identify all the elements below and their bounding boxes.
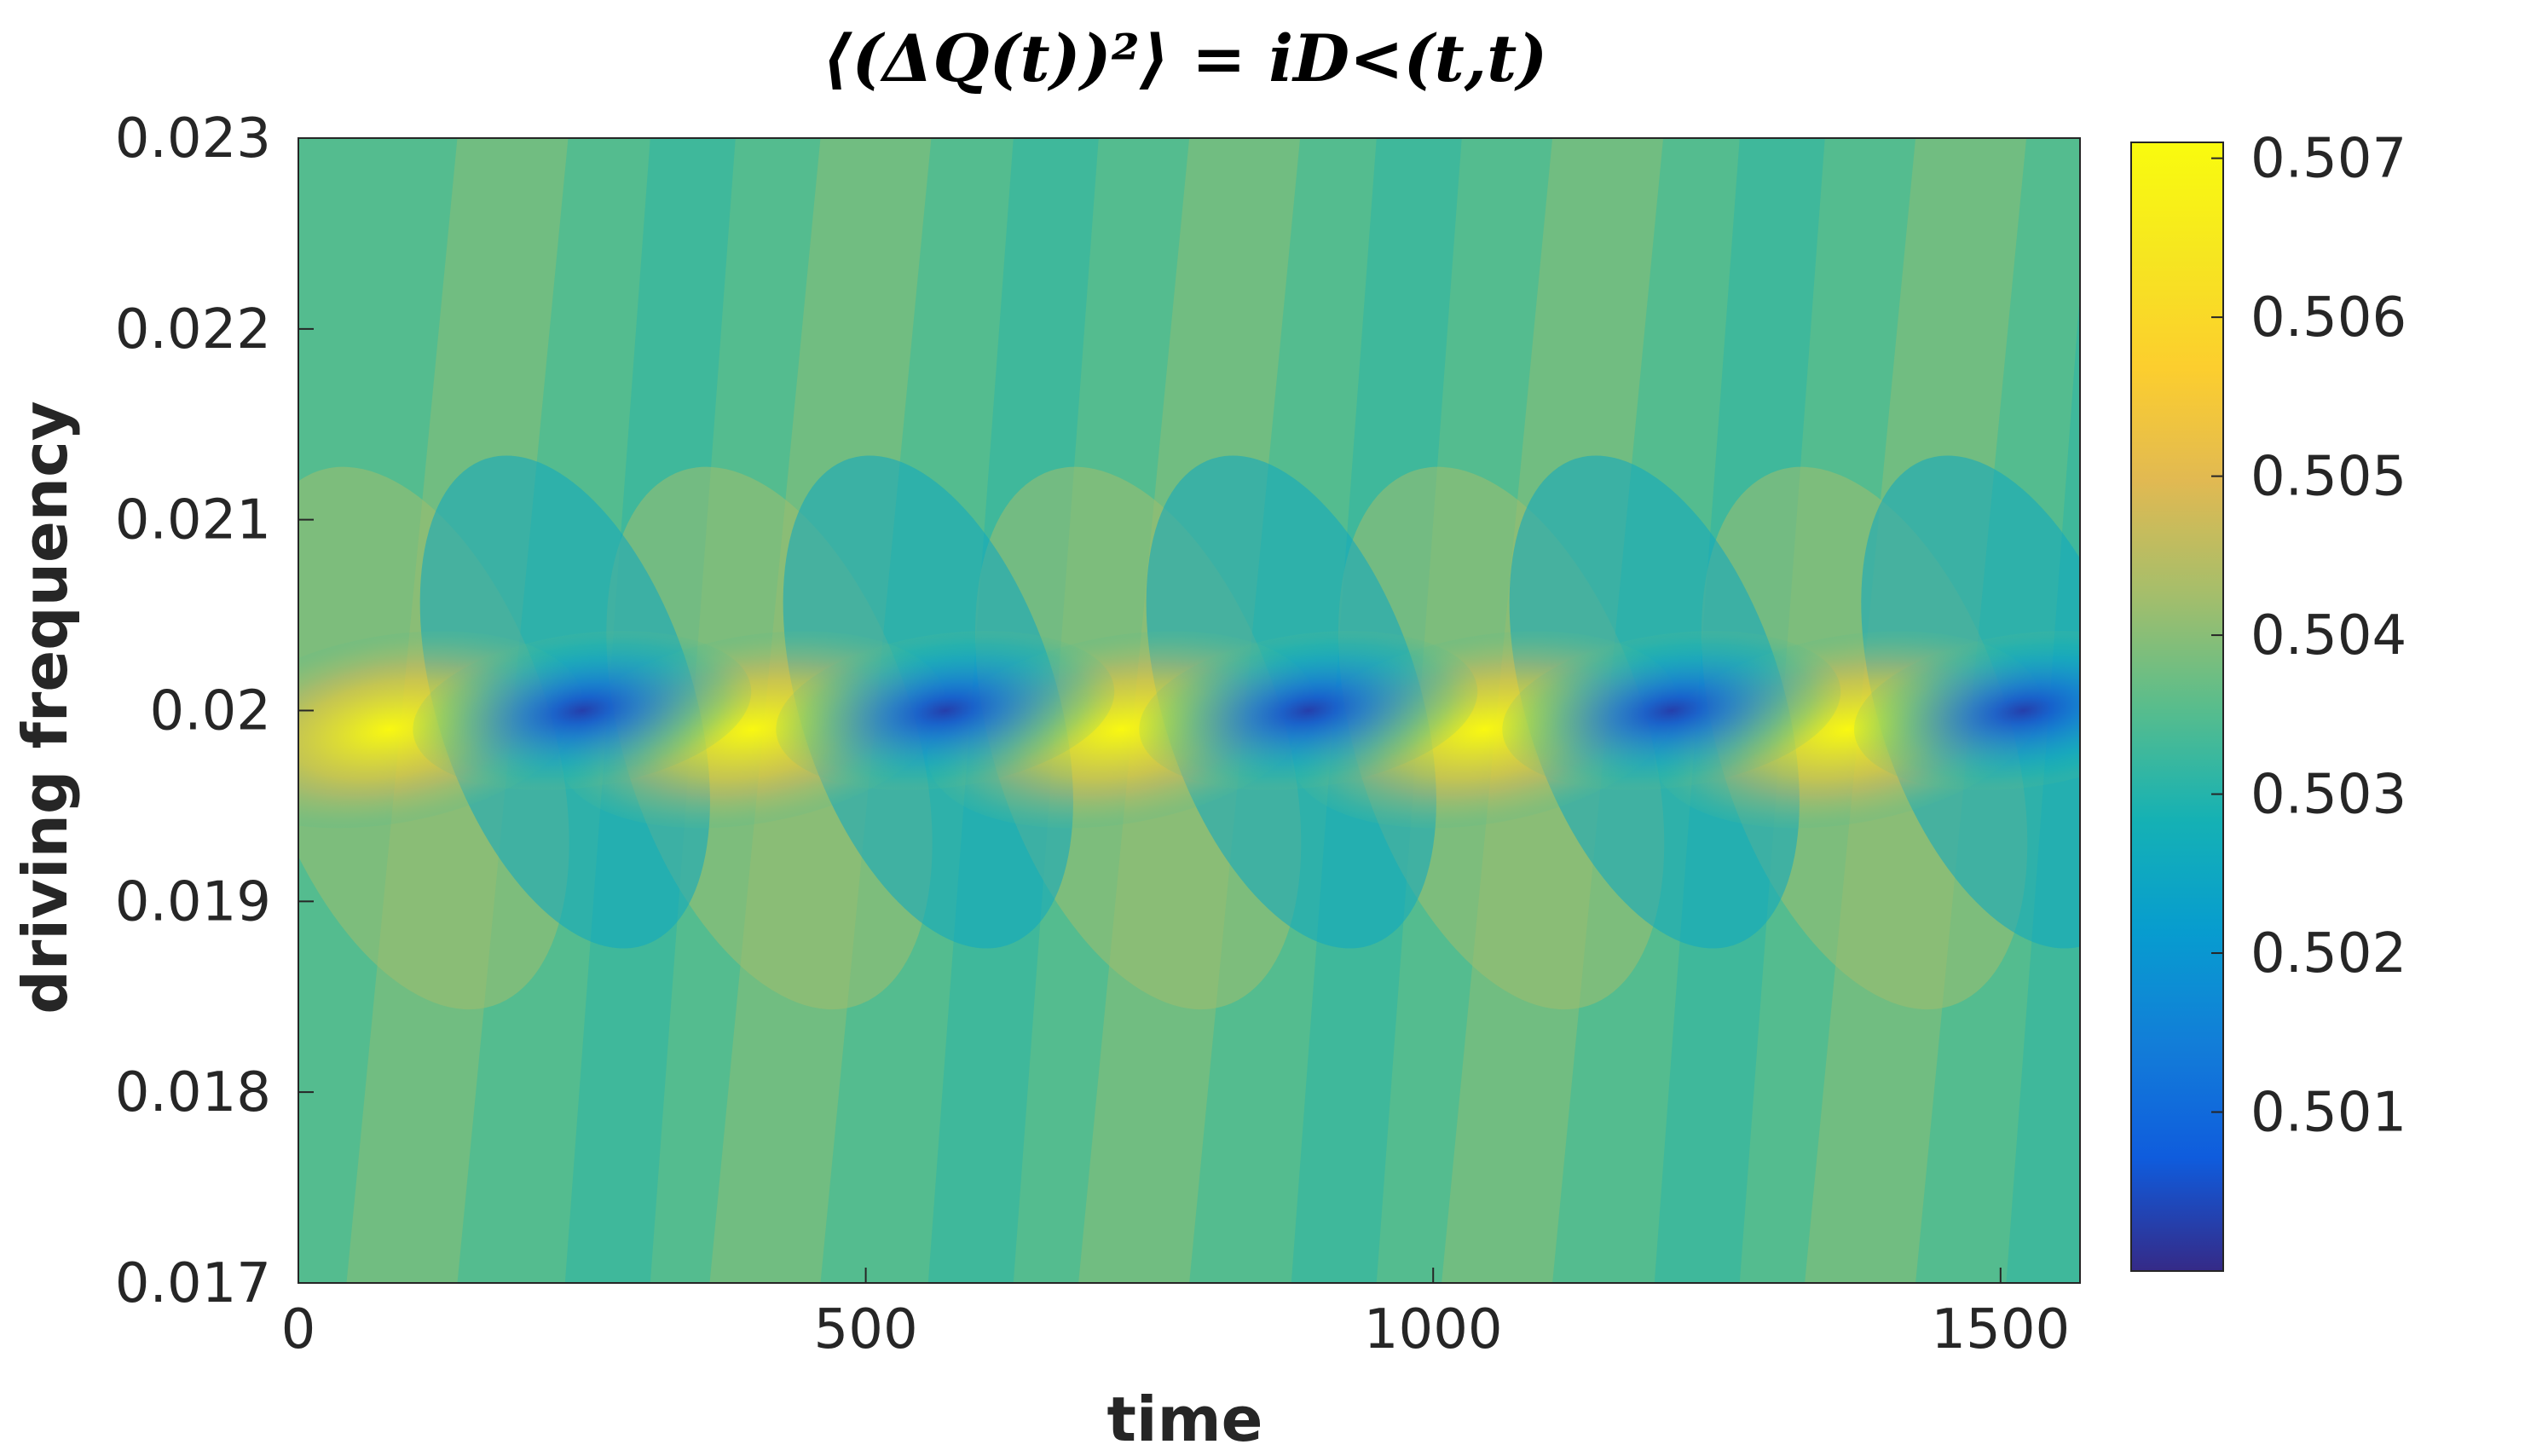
y-tick-label: 0.023 — [115, 107, 271, 170]
heatmap-minimum — [413, 631, 752, 790]
y-tick-label: 0.022 — [115, 298, 271, 361]
y-tick-label: 0.021 — [115, 489, 271, 552]
colorbar-tick-label: 0.505 — [2250, 446, 2406, 509]
colorbar-tick-label: 0.507 — [2250, 128, 2406, 191]
colorbar-tick-label: 0.503 — [2250, 764, 2406, 827]
x-tick-label: 1500 — [1931, 1298, 2070, 1361]
x-axis-title: time — [1107, 1384, 1263, 1455]
y-axis-title: driving frequency — [9, 401, 81, 1014]
y-tick-label: 0.018 — [115, 1061, 271, 1124]
y-axis: 0.017 0.018 0.019 0.02 0.021 0.022 0.023 — [115, 107, 314, 1315]
colorbar-tick-label: 0.506 — [2250, 286, 2406, 350]
colorbar: 0.501 0.502 0.503 0.504 0.505 0.506 0.507 — [2130, 128, 2406, 1272]
y-tick-label: 0.017 — [115, 1252, 271, 1315]
colorbar-tick-label: 0.501 — [2250, 1082, 2406, 1145]
colorbar-scale — [2130, 142, 2224, 1272]
heatmap-minimum — [1139, 631, 1478, 790]
x-tick-label: 500 — [814, 1298, 918, 1361]
x-tick-label: 0 — [281, 1298, 316, 1361]
colorbar-tick-label: 0.504 — [2250, 604, 2406, 667]
x-tick-label: 1000 — [1364, 1298, 1503, 1361]
chart-title: ⟨(ΔQ(t))²⟩ = iD<(t,t) — [823, 20, 1548, 96]
heatmap-minimum — [776, 631, 1115, 790]
y-tick-label: 0.02 — [150, 680, 272, 743]
x-axis: 0 500 1000 1500 — [281, 1268, 2070, 1361]
heatmap-minimum — [1853, 631, 2080, 790]
heatmap-minimum — [1502, 631, 1841, 790]
plot-area — [298, 137, 2081, 1284]
heatmap-field — [298, 138, 2080, 1283]
colorbar-tick-label: 0.502 — [2250, 922, 2406, 985]
y-tick-label: 0.019 — [115, 870, 271, 933]
